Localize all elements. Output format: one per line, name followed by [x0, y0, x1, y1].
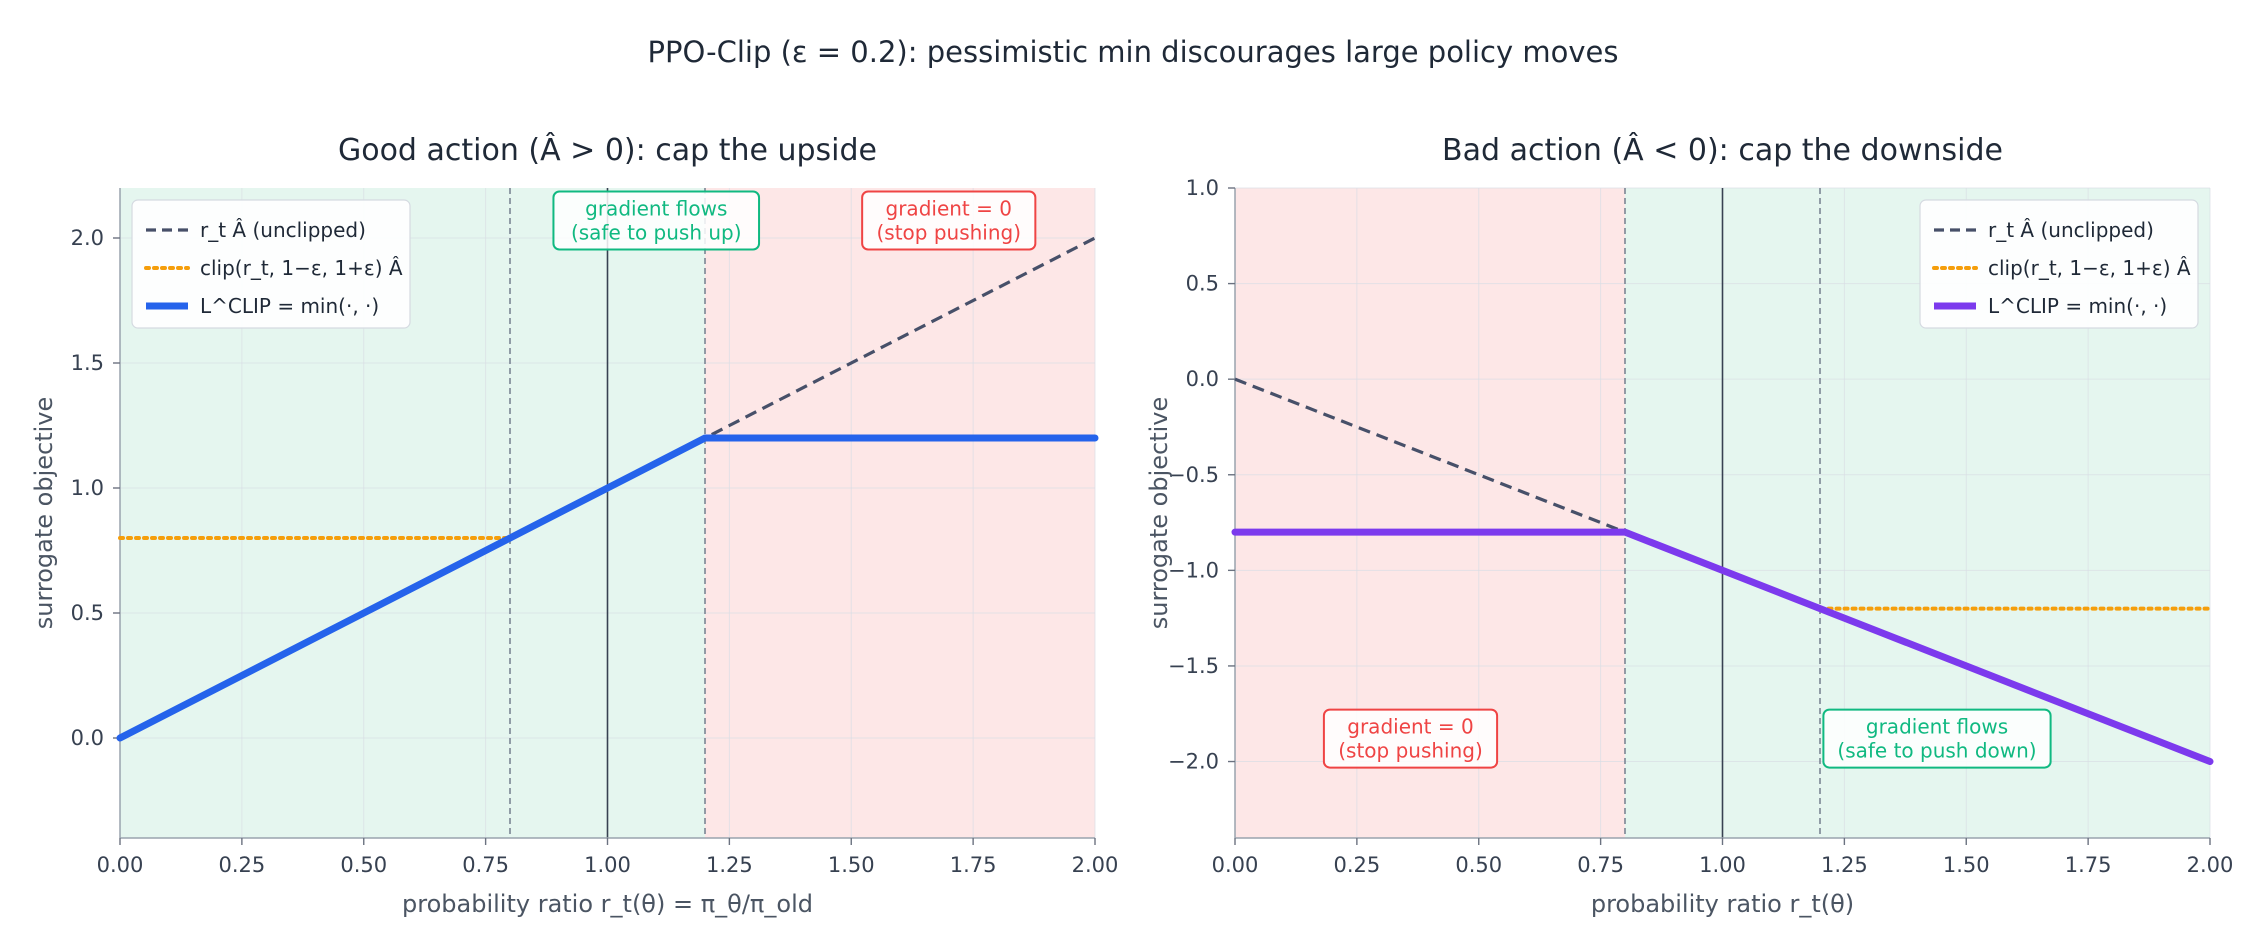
annotation-text: gradient flows [585, 197, 727, 221]
legend-label-0: r_t Â (unclipped) [200, 218, 366, 242]
annotation-box-0 [552, 190, 761, 251]
chart-title: Good action (Â > 0): cap the upside [338, 132, 877, 168]
x-tick-label: 2.00 [1072, 853, 1119, 877]
legend-label-1: clip(r_t, 1−ε, 1+ε) Â [200, 256, 403, 280]
legend-box [1919, 199, 2199, 329]
y-tick-label: −0.5 [1168, 463, 1219, 487]
legend-label-1: clip(r_t, 1−ε, 1+ε) Â [1988, 256, 2191, 280]
chart-bad-action: 0.00 0.25 0.50 0.75 1.00 1.25 1.50 1.75 2.00 1.0 0… [1145, 132, 2233, 918]
annotation-text: (safe to push down) [1837, 739, 2036, 763]
y-tick-label: 0.0 [1186, 367, 1219, 391]
y-tick-label: 1.0 [71, 476, 104, 500]
y-tick-label: 0.5 [71, 601, 104, 625]
x-tick-label: 1.25 [1821, 853, 1868, 877]
y-tick-label: 0.0 [71, 726, 104, 750]
x-tick-label: 1.00 [584, 853, 631, 877]
x-tick-label: 0.25 [218, 853, 265, 877]
x-tick-label: 0.00 [1212, 853, 1259, 877]
annotation-box-1 [1822, 708, 2052, 769]
x-tick-label: 0.50 [1455, 853, 1502, 877]
chart-good-action: 0.00 0.25 0.50 0.75 1.00 1.25 1.50 1.75 2.00 0.0 0… [30, 132, 1118, 918]
chart-title: Bad action (Â < 0): cap the downside [1442, 132, 2003, 168]
annotation-box-0 [1322, 708, 1499, 769]
y-tick-label: 1.0 [1186, 176, 1219, 200]
annotation-box-1 [861, 190, 1037, 251]
x-tick-label: 1.25 [706, 853, 753, 877]
legend-label-2: L^CLIP = min(·, ·) [1988, 294, 2167, 318]
x-tick-label: 1.00 [1699, 853, 1746, 877]
x-tick-label: 0.50 [340, 853, 387, 877]
y-tick-label: −2.0 [1168, 750, 1219, 774]
y-tick-label: 1.5 [71, 351, 104, 375]
y-tick-label: 0.5 [1186, 272, 1219, 296]
y-axis-label: surrogate objective [30, 397, 58, 630]
x-tick-label: 2.00 [2187, 853, 2234, 877]
series-line-2 [1231, 528, 2214, 766]
x-axis-label: probability ratio r_t(θ) [1591, 890, 1854, 918]
region-bad-1 [705, 188, 1095, 838]
annotation-text: gradient = 0 [886, 197, 1012, 221]
x-tick-label: 0.25 [1333, 853, 1380, 877]
y-axis-label: surrogate objective [1145, 397, 1173, 630]
figure-suptitle: PPO-Clip (ε = 0.2): pessimistic min disc… [648, 35, 1619, 69]
annotation-text: gradient flows [1866, 715, 2008, 739]
legend-label-2: L^CLIP = min(·, ·) [200, 294, 379, 318]
annotation-text: (safe to push up) [571, 221, 742, 245]
legend-box [131, 199, 411, 329]
x-tick-label: 1.50 [828, 853, 875, 877]
series-line-2 [116, 434, 1099, 742]
x-tick-label: 1.75 [950, 853, 997, 877]
annotation-text: gradient = 0 [1347, 715, 1473, 739]
x-tick-label: 1.50 [1943, 853, 1990, 877]
annotation-text: (stop pushing) [1338, 739, 1483, 763]
x-tick-label: 0.75 [462, 853, 509, 877]
x-tick-label: 0.75 [1577, 853, 1624, 877]
y-tick-label: −1.0 [1168, 558, 1219, 582]
x-axis-label: probability ratio r_t(θ) = π_θ/π_old [402, 890, 813, 918]
y-tick-label: 2.0 [71, 226, 104, 250]
x-tick-label: 1.75 [2065, 853, 2112, 877]
x-tick-label: 0.00 [97, 853, 144, 877]
annotation-text: (stop pushing) [876, 221, 1021, 245]
legend-label-0: r_t Â (unclipped) [1988, 218, 2154, 242]
y-tick-label: −1.5 [1168, 654, 1219, 678]
